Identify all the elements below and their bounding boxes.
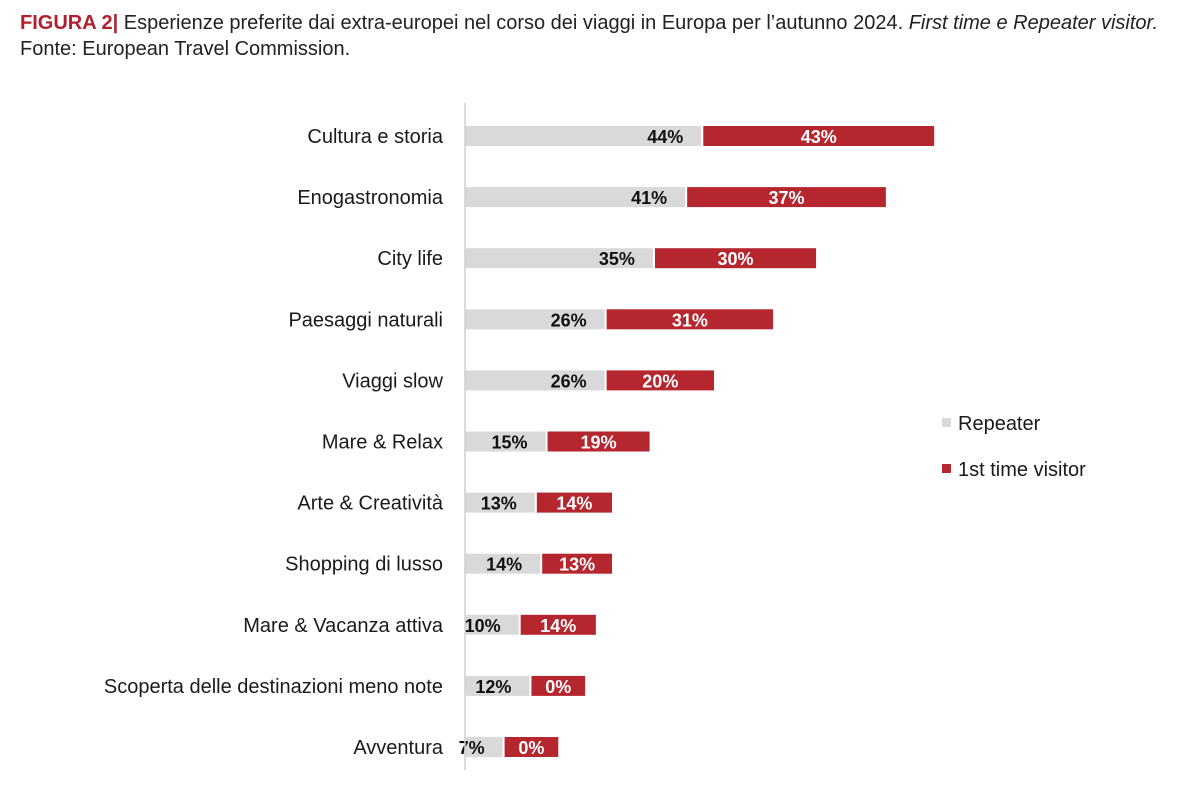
value-label-repeater: 15%: [492, 433, 528, 453]
category-label: Mare & Relax: [322, 432, 443, 454]
bar-first-time: [542, 553, 612, 574]
value-label-repeater: 35%: [599, 249, 635, 269]
bar-repeater: [465, 370, 605, 391]
value-label-first-time: 37%: [768, 188, 804, 208]
value-label-repeater: 7%: [459, 738, 485, 758]
caption-text-1: Esperienze preferite dai extra-europei n…: [118, 12, 909, 34]
bar-first-time: [703, 126, 935, 146]
bar-first-time: [547, 431, 650, 452]
category-label: Cultura e storia: [307, 126, 443, 148]
category-label: Viaggi slow: [342, 370, 443, 392]
value-label-first-time: 14%: [556, 494, 592, 514]
value-label-first-time: 13%: [559, 555, 595, 575]
bar-first-time: [520, 614, 596, 635]
bar-repeater: [465, 248, 653, 269]
bar-first-time: [654, 248, 817, 269]
category-label: Avventura: [353, 737, 444, 759]
value-label-repeater: 26%: [551, 371, 587, 391]
value-label-first-time: 43%: [801, 127, 837, 147]
bar-repeater: [465, 553, 541, 574]
figure-label: FIGURA 2|: [20, 12, 119, 34]
value-label-first-time: 20%: [642, 371, 678, 391]
value-label-repeater: 44%: [647, 127, 683, 147]
caption-italic: First time e Repeater visitor.: [908, 12, 1159, 34]
bar-repeater: [465, 187, 686, 208]
bar-first-time: [687, 187, 886, 208]
category-label: Enogastronomia: [297, 187, 444, 209]
value-label-repeater: 10%: [465, 616, 501, 636]
figure-caption: FIGURA 2| Esperienze preferite dai extra…: [20, 10, 1180, 62]
category-label: Paesaggi naturali: [288, 309, 443, 331]
value-label-repeater: 14%: [486, 555, 522, 575]
value-label-repeater: 12%: [475, 677, 511, 697]
bar-first-time: [536, 492, 612, 513]
bar-repeater: [465, 614, 519, 635]
value-label-repeater: 26%: [551, 310, 587, 330]
category-label: City life: [377, 248, 443, 270]
category-label: Shopping di lusso: [285, 554, 443, 576]
bar-repeater: [465, 737, 503, 757]
bar-first-time: [606, 309, 774, 330]
bar-first-time: [504, 737, 559, 757]
value-label-first-time: 14%: [540, 616, 576, 636]
legend-swatch-repeater: [942, 418, 951, 427]
bar-first-time: [606, 370, 715, 391]
legend-label-repeater: Repeater: [958, 413, 1041, 435]
caption-text-2: Fonte: European Travel Commission.: [20, 38, 351, 60]
value-label-repeater: 41%: [631, 188, 667, 208]
value-label-repeater: 13%: [481, 494, 517, 514]
bar-repeater: [465, 431, 546, 452]
legend-label-first-time: 1st time visitor: [958, 459, 1086, 481]
value-label-first-time: 30%: [717, 249, 753, 269]
value-label-first-time: 19%: [581, 433, 617, 453]
value-label-first-time: 0%: [545, 677, 571, 697]
category-label: Arte & Creatività: [297, 493, 443, 515]
value-label-first-time: 0%: [518, 738, 544, 758]
bar-first-time: [531, 675, 586, 696]
category-label: Mare & Vacanza attiva: [243, 615, 444, 637]
value-label-first-time: 31%: [672, 310, 708, 330]
bar-repeater: [465, 675, 530, 696]
legend-swatch-first-time: [942, 464, 951, 473]
bar-repeater: [465, 309, 605, 330]
category-label: Scoperta delle destinazioni meno note: [104, 676, 443, 698]
bar-repeater: [465, 126, 702, 146]
bar-repeater: [465, 492, 535, 513]
